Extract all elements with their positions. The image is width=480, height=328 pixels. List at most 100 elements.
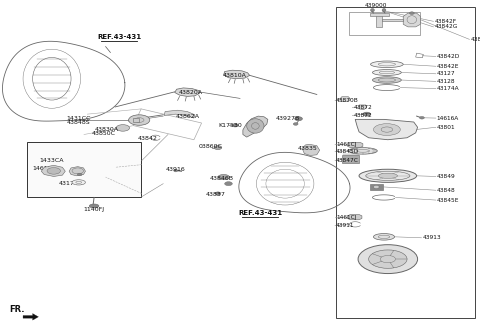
Text: 1461EA: 1461EA [32,166,56,172]
Text: 43880: 43880 [470,37,480,42]
Text: 43837: 43837 [206,192,226,197]
Ellipse shape [372,77,401,83]
Text: FR.: FR. [10,305,25,315]
Polygon shape [243,116,268,137]
Polygon shape [403,13,420,27]
Ellipse shape [215,192,221,195]
Polygon shape [41,165,65,176]
Text: 43820A: 43820A [179,90,203,95]
Ellipse shape [47,168,60,174]
Ellipse shape [371,9,374,12]
Text: 43842F: 43842F [434,19,456,24]
Ellipse shape [363,112,371,116]
Ellipse shape [232,124,238,127]
Text: REF.43-431: REF.43-431 [238,210,282,215]
Ellipse shape [116,125,130,131]
Text: 43848: 43848 [437,188,456,193]
Text: 43847C: 43847C [336,158,359,163]
Text: 14616A: 14616A [437,115,459,121]
Ellipse shape [420,116,424,119]
Text: 43862A: 43862A [176,114,200,119]
Text: 43174A: 43174A [437,86,459,91]
Ellipse shape [214,146,222,150]
Ellipse shape [89,204,99,208]
Polygon shape [164,110,195,118]
Text: 43835: 43835 [297,146,317,152]
Polygon shape [302,144,320,155]
Text: 1431CC: 1431CC [66,115,91,121]
Ellipse shape [129,115,150,125]
Ellipse shape [225,182,232,186]
Text: 43870B: 43870B [336,98,359,103]
Text: 43872: 43872 [353,113,372,118]
Polygon shape [348,142,363,148]
Ellipse shape [371,61,403,68]
Ellipse shape [348,148,377,154]
Ellipse shape [72,168,84,174]
Ellipse shape [295,117,302,121]
Text: 43801: 43801 [437,125,456,130]
Bar [133,118,139,122]
Polygon shape [69,167,85,176]
Text: 43872: 43872 [353,105,372,110]
Text: 43916: 43916 [166,167,186,173]
Text: 43846B: 43846B [210,176,234,181]
Ellipse shape [372,70,401,75]
Text: 43911: 43911 [336,223,355,228]
Text: 43845D: 43845D [336,149,359,154]
Bar [27,142,141,197]
Polygon shape [355,119,418,140]
Text: 43842D: 43842D [437,54,460,59]
Bar [342,155,359,163]
Polygon shape [348,215,362,220]
Ellipse shape [373,124,400,135]
Ellipse shape [358,245,418,274]
Text: 1433CA: 1433CA [39,158,64,163]
Text: 439000: 439000 [365,3,387,8]
Polygon shape [370,13,389,16]
Polygon shape [382,19,403,21]
Polygon shape [359,105,367,110]
Text: 43842G: 43842G [434,24,458,30]
Polygon shape [376,14,382,27]
Text: 43848S: 43848S [66,119,90,125]
Ellipse shape [382,9,386,12]
Polygon shape [175,88,200,96]
Ellipse shape [77,173,82,176]
Ellipse shape [359,169,417,182]
Text: 43913: 43913 [422,235,441,240]
Ellipse shape [409,12,414,14]
Text: 43830A: 43830A [95,127,119,132]
Bar [349,12,420,35]
Text: 1461CJ: 1461CJ [336,215,357,220]
Text: 43927B: 43927B [276,115,300,121]
Text: 43128: 43128 [437,79,456,84]
Text: 43849: 43849 [437,174,456,179]
Ellipse shape [247,119,264,133]
Ellipse shape [373,185,379,189]
Ellipse shape [174,169,178,172]
Ellipse shape [378,173,397,178]
Text: 03860C: 03860C [198,144,222,150]
Ellipse shape [369,250,407,268]
Text: 1461CJ: 1461CJ [336,142,357,147]
Ellipse shape [373,234,395,240]
Text: 43850C: 43850C [92,131,116,136]
Text: 43842: 43842 [138,136,158,141]
Polygon shape [23,314,38,320]
Ellipse shape [218,174,229,180]
Bar [370,184,383,190]
Text: 1140FJ: 1140FJ [84,207,105,213]
Ellipse shape [293,123,298,125]
Polygon shape [340,97,350,102]
Text: 43842E: 43842E [437,64,459,69]
Polygon shape [224,70,250,79]
Bar [336,7,475,318]
Text: REF.43-431: REF.43-431 [97,34,141,40]
Ellipse shape [72,180,85,185]
Text: K17530: K17530 [218,123,242,128]
Text: 43174A: 43174A [59,180,83,186]
Text: 43845E: 43845E [437,197,459,203]
Text: 43810A: 43810A [222,73,246,78]
Text: 43127: 43127 [437,71,456,76]
